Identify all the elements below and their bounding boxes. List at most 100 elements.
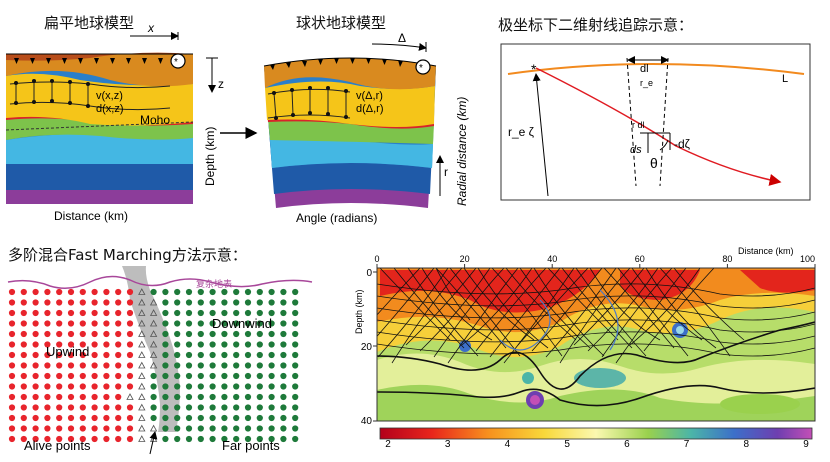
alive-point — [115, 372, 122, 380]
far-point — [244, 288, 252, 296]
far-point — [185, 372, 193, 380]
downwind-label: Downwind — [212, 316, 272, 331]
far-point — [209, 362, 216, 369]
far-point — [233, 404, 240, 411]
tomo-depth-label: Depth (km) — [354, 289, 364, 334]
ray-path — [505, 268, 577, 341]
alive-point — [44, 288, 51, 296]
theta-label: θ — [650, 155, 658, 171]
alive-point — [56, 299, 63, 306]
x-tick-20: 20 — [460, 254, 470, 264]
far-point — [233, 330, 240, 338]
far-point — [197, 330, 204, 338]
far-point — [244, 330, 252, 338]
ray-path — [643, 268, 715, 352]
far-point — [244, 435, 252, 443]
far-point — [162, 351, 169, 359]
alive-point — [56, 362, 63, 369]
far-point — [221, 383, 228, 390]
d-dr-label: d(Δ,r) — [356, 103, 384, 115]
far-point — [292, 425, 299, 432]
alive-point — [115, 425, 122, 432]
alive-point — [44, 320, 51, 327]
far-point — [268, 341, 275, 348]
alive-point — [126, 362, 134, 369]
far-point — [162, 288, 169, 296]
alive-point — [44, 414, 51, 422]
far-point — [197, 320, 204, 327]
far-point — [162, 341, 169, 348]
narrow-band-point — [138, 330, 146, 337]
alive-point — [115, 393, 122, 401]
alive-point — [103, 383, 110, 390]
alive-point — [8, 393, 16, 401]
v-dr-label: v(Δ,r) — [356, 90, 383, 102]
alive-point — [91, 341, 98, 348]
alive-point — [32, 414, 39, 422]
alive-point — [115, 288, 122, 296]
far-point — [244, 309, 252, 317]
far-point — [256, 372, 263, 380]
far-point — [185, 299, 193, 306]
alive-point — [115, 351, 122, 359]
narrow-band-point — [126, 393, 134, 400]
alive-point — [126, 383, 134, 390]
d-xz-label: d(x,z) — [96, 103, 124, 115]
alive-point — [126, 309, 134, 317]
x-tick-60: 60 — [635, 254, 645, 264]
ray-path — [407, 268, 479, 357]
r-dl-label: r dl — [632, 120, 645, 130]
narrow-band-point — [149, 351, 158, 358]
far-point — [268, 320, 275, 327]
far-point — [280, 425, 287, 432]
narrow-band-point — [138, 435, 146, 442]
alive-point — [20, 372, 27, 380]
alive-point — [8, 351, 16, 359]
alive-point — [126, 341, 134, 348]
alive-point — [56, 404, 63, 411]
alive-point — [103, 288, 110, 296]
far-point — [209, 351, 216, 359]
alive-point — [32, 351, 39, 359]
flat-model-title: 扁平地球模型 — [44, 14, 135, 32]
ray-path — [617, 268, 689, 357]
far-point — [185, 351, 193, 359]
alive-point — [79, 351, 86, 359]
alive-point — [20, 383, 27, 390]
alive-point — [91, 320, 98, 327]
alive-point — [32, 362, 39, 369]
alive-point — [8, 425, 16, 432]
far-point — [162, 425, 169, 432]
far-point — [233, 351, 240, 359]
far-point — [233, 383, 240, 390]
far-point — [256, 320, 263, 327]
far-point — [256, 362, 263, 369]
far-point — [174, 404, 181, 411]
alive-point — [32, 372, 39, 380]
alive-point — [44, 299, 51, 306]
far-point — [162, 320, 169, 327]
narrow-band-point — [138, 340, 146, 348]
colorbar-ticks: 2 3 4 5 6 7 8 9 — [385, 439, 809, 450]
alive-point — [103, 393, 110, 401]
alive-point — [8, 414, 16, 422]
far-point — [280, 362, 287, 369]
alive-point — [20, 414, 27, 422]
alive-point — [32, 435, 39, 443]
far-point — [233, 309, 240, 317]
narrow-band-point — [149, 298, 158, 306]
far-point — [162, 393, 169, 401]
alive-point — [20, 351, 27, 359]
far-point — [268, 372, 275, 380]
narrow-band-point — [138, 414, 146, 421]
ray-path — [517, 268, 589, 346]
alive-point — [20, 299, 27, 306]
far-point — [162, 309, 169, 317]
far-point — [268, 288, 275, 296]
alive-point — [56, 414, 63, 422]
far-point — [174, 435, 181, 443]
spherical-earth-model: * — [263, 42, 444, 208]
alive-point — [56, 341, 63, 348]
alive-point — [103, 404, 110, 411]
ray-path — [615, 268, 687, 364]
